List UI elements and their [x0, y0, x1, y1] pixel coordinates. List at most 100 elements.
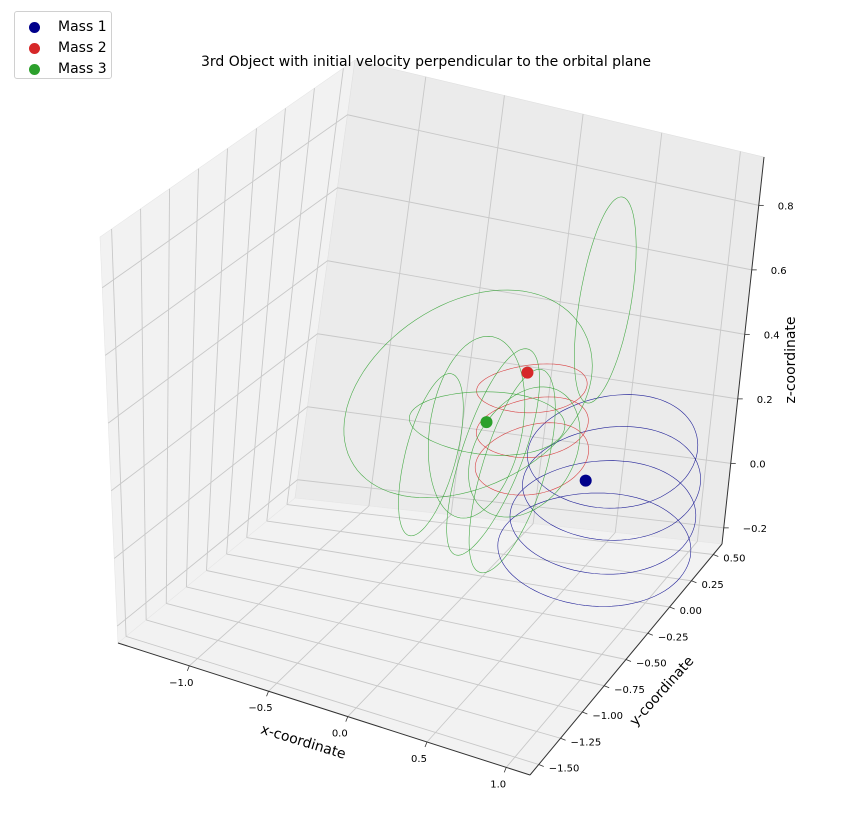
mass-1-trajectory — [509, 460, 697, 575]
z-grid-line — [116, 479, 298, 627]
x-tick-mark — [345, 716, 349, 722]
z-grid-line — [107, 260, 328, 424]
z-grid-line — [113, 406, 308, 559]
y-tick-label: −1.00 — [592, 711, 623, 722]
z-tick-label: 0.4 — [764, 330, 780, 341]
mass-1-point — [579, 474, 592, 487]
y-tick-label: 0.00 — [680, 606, 702, 617]
x-tick-label: 0.0 — [332, 729, 348, 740]
y-grid-line — [246, 108, 286, 538]
z-axis-label: z-coordinate — [783, 316, 799, 403]
y-grid-line — [226, 128, 257, 555]
z-tick-label: 0.8 — [778, 201, 794, 212]
mass-3-trajectory — [398, 373, 464, 537]
y-grid-line — [286, 504, 714, 555]
y-tick-label: −0.50 — [636, 659, 667, 670]
mass-3-marker-icon — [29, 64, 40, 75]
y-grid-line — [111, 228, 127, 637]
z-grid-line — [307, 406, 731, 464]
x-tick-label: 1.0 — [490, 779, 506, 790]
back-pane — [294, 59, 765, 545]
legend-label: Mass 3 — [58, 61, 107, 77]
z-grid-line — [327, 260, 745, 335]
mass-2-point — [521, 366, 534, 379]
y-tick-mark — [713, 554, 719, 557]
x-grid-line — [450, 95, 505, 515]
y-grid-line — [166, 603, 583, 713]
y-tick-mark — [669, 606, 675, 610]
x-tick-mark — [424, 741, 428, 748]
y-grid-line — [206, 148, 228, 571]
y-tick-label: −1.50 — [549, 764, 580, 775]
mass-1-trajectory — [497, 492, 692, 607]
z-grid-line — [297, 479, 724, 529]
x-axis-line — [117, 642, 531, 776]
z-grid-line — [337, 187, 752, 271]
y-grid-line — [146, 619, 561, 739]
x-grid-line — [614, 132, 663, 533]
y-tick-mark — [582, 711, 588, 715]
mass-3-trajectory — [427, 335, 526, 519]
x-tick-label: −0.5 — [248, 703, 272, 714]
y-tick-label: −0.75 — [614, 685, 645, 696]
y-grid-line — [286, 67, 344, 505]
legend-item-mass-2: Mass 2 — [15, 39, 111, 59]
mass-3-point — [480, 416, 493, 429]
z-grid-line — [101, 114, 348, 289]
y-tick-mark — [647, 632, 653, 636]
mass-1-trajectory — [527, 394, 699, 509]
y-tick-mark — [538, 764, 544, 767]
mass-markers — [480, 366, 592, 487]
z-tick-label: 0.2 — [757, 395, 773, 406]
z-tick-label: 0.6 — [771, 266, 787, 277]
y-tick-label: 0.25 — [701, 580, 723, 591]
y-grid-line — [186, 586, 605, 687]
legend-item-mass-1: Mass 1 — [15, 18, 111, 38]
y-grid-line — [125, 635, 539, 765]
x-tick-label: 0.5 — [411, 754, 427, 765]
legend-label: Mass 1 — [58, 19, 107, 35]
x-tick-mark — [503, 767, 507, 773]
legend-item-mass-3: Mass 3 — [15, 60, 111, 80]
y-grid-line — [206, 570, 627, 660]
legend: Mass 1 Mass 2 Mass 3 — [14, 11, 112, 79]
mass-1-trajectory — [522, 426, 701, 541]
tick-labels: −1.0 −0.5 0.0 0.5 1.0 −1.50 −1.25 −1.00 −0.75 −0.… — [117, 156, 794, 790]
y-grid-line — [246, 537, 670, 608]
chart-title: 3rd Object with initial velocity perpend… — [201, 54, 651, 70]
y-grid-line — [266, 520, 692, 582]
z-grid-line — [110, 333, 318, 492]
x-grid-line — [368, 76, 427, 507]
y-grid-line — [226, 553, 648, 634]
mass-3-trajectory — [408, 391, 566, 456]
x-grid-line — [696, 151, 741, 542]
y-grid-line — [266, 88, 315, 522]
x-tick-label: −1.0 — [169, 678, 193, 689]
y-tick-label: 0.50 — [723, 554, 745, 565]
grid-lines — [101, 67, 759, 768]
x-tick-mark — [266, 691, 269, 697]
y-grid-line — [185, 168, 199, 587]
legend-label: Mass 2 — [58, 40, 107, 56]
y-tick-mark — [560, 737, 566, 741]
mass-3-trajectory — [468, 386, 581, 518]
mass-3-trajectory — [446, 348, 540, 556]
y-tick-label: −1.25 — [571, 737, 602, 748]
mass-3-trajectory — [343, 289, 593, 499]
z-tick-label: 0.0 — [750, 459, 766, 470]
z-tick-label: −0.2 — [743, 524, 767, 535]
z-axis-line — [721, 156, 765, 545]
mass-2-trajectory — [474, 422, 589, 496]
y-tick-mark — [604, 685, 610, 689]
mass-1-marker-icon — [29, 22, 40, 33]
y-tick-mark — [625, 659, 632, 662]
z-grid-line — [317, 333, 738, 400]
z-grid-line — [104, 187, 338, 356]
y-grid-line — [140, 208, 147, 620]
y-tick-mark — [691, 580, 697, 584]
y-grid-line — [165, 188, 170, 604]
mass-3-trajectory — [468, 369, 556, 574]
y-tick-label: −0.25 — [658, 632, 689, 643]
x-tick-mark — [186, 665, 190, 671]
